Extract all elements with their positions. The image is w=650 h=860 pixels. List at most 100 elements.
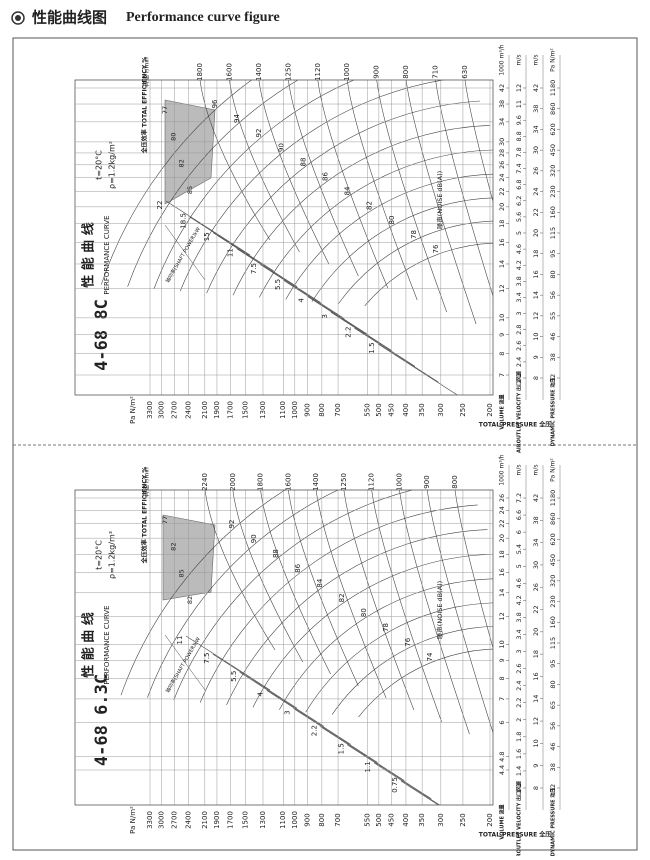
scale-value: 6.2	[515, 196, 523, 206]
pressure-axis-label: TOTAL PRESSURE 全压	[479, 421, 552, 429]
scale-value: 9	[532, 764, 540, 768]
pressure-tick-label: 700	[334, 403, 342, 416]
efficiency-arc	[120, 490, 449, 696]
chart-box	[74, 79, 494, 396]
scale-value: 46	[549, 742, 557, 750]
scale-value: 1180	[549, 80, 557, 97]
scale-value: 26	[532, 583, 540, 591]
scale-value: 230	[549, 595, 557, 607]
power-value: 7.5	[203, 653, 211, 664]
scale-value: 8	[498, 676, 506, 680]
pressure-tick-label: 200	[486, 403, 494, 416]
speed-curve	[435, 80, 493, 337]
scale-value: 4.6	[515, 244, 523, 254]
speed-curve	[343, 490, 415, 711]
bullet-dot	[15, 15, 21, 21]
scale-value: 56	[549, 291, 557, 299]
efficiency-value: 78	[382, 623, 390, 632]
power-line	[377, 343, 463, 395]
efficiency-arc	[311, 197, 493, 302]
noise-label: 噪声(NOISE dB(A))	[435, 581, 444, 639]
bullet-icon	[11, 11, 25, 25]
model-name: 4-68 8C	[92, 299, 112, 371]
power-line	[347, 744, 432, 800]
pressure-tick-label: 400	[402, 403, 410, 416]
scale-value: 7	[498, 697, 506, 701]
power-line	[307, 296, 392, 351]
scale-value: 1.4	[515, 766, 523, 776]
scale-name: VOLUME 流量	[499, 804, 506, 839]
pressure-tick-label: 450	[388, 403, 396, 416]
scale-value: 3.4	[515, 629, 523, 639]
efficiency-value: 86	[322, 172, 330, 181]
speed-curve	[204, 490, 276, 651]
scale-value: 30	[532, 146, 540, 154]
pressure-tick-label: 900	[304, 403, 312, 416]
high-efficiency-zone	[162, 514, 216, 601]
scale-value: 1.8	[515, 732, 523, 742]
scale-unit: m/s	[533, 465, 540, 476]
power-line	[266, 690, 351, 745]
scale-name: AIROUTLET VELOCITY 出口风速	[516, 371, 523, 453]
model-name: 4-68 6.3C	[92, 674, 112, 766]
efficiency-label: 全压效率 TOTAL EFFICIENCY %	[141, 57, 149, 155]
scale-value: 42	[532, 84, 540, 92]
pressure-tick-label: 1900	[213, 401, 221, 419]
scale-value: 18	[532, 650, 540, 658]
scale-value: 14	[498, 589, 506, 597]
speed-value: 2000	[229, 473, 237, 491]
pressure-tick-label: 250	[459, 403, 467, 416]
shaded-efficiency-value: 80	[169, 133, 177, 141]
speed-curve	[199, 80, 271, 241]
scale-value: 14	[532, 695, 540, 703]
speed-curve	[288, 80, 359, 277]
efficiency-value: 78	[410, 230, 418, 239]
speed-label: 转速 r/min	[143, 57, 151, 87]
pressure-axis-label: TOTAL PRESSURE 全压	[479, 831, 552, 839]
scale-value: 160	[549, 616, 557, 628]
efficiency-value: 82	[338, 593, 346, 602]
scale-value: 7.8	[515, 147, 523, 157]
power-line	[320, 726, 405, 781]
scale-unit: m/s	[516, 465, 523, 476]
scale-value: 30	[532, 561, 540, 569]
pressure-tick-label: 1100	[279, 401, 287, 419]
speed-curve	[260, 490, 331, 675]
scale-value: 5.4	[515, 544, 523, 554]
power-line	[185, 635, 271, 691]
scale-value: 26	[532, 167, 540, 175]
scale-value: 16	[498, 238, 506, 246]
power-value: 3	[321, 314, 329, 318]
efficiency-value: 84	[316, 578, 324, 587]
scale-value: 1.6	[515, 749, 523, 759]
scale-value: 26	[498, 161, 506, 169]
scale-value: 2.4	[515, 680, 523, 690]
efficiency-arc	[226, 529, 488, 706]
pressure-tick-label: 350	[418, 813, 426, 826]
efficiency-arc	[364, 242, 493, 307]
scale-value: 1180	[549, 490, 557, 507]
speed-curve	[315, 490, 387, 699]
pressure-tick-label: 2700	[170, 401, 178, 419]
efficiency-arc	[199, 504, 478, 703]
efficiency-value: 80	[388, 216, 396, 225]
speed-value: 1120	[314, 63, 322, 81]
scale-value: 8	[532, 376, 540, 380]
pressure-tick-label: 2400	[185, 811, 193, 829]
efficiency-arc	[206, 100, 481, 294]
power-value: 1.1	[364, 761, 372, 772]
scale-value: 38	[532, 516, 540, 524]
scale-value: 5	[515, 564, 523, 568]
efficiency-value: 86	[294, 563, 302, 572]
performance-panel: 4-68 6.3C性 能 曲 线 PERFORMANCE CURVE t=20°C ρ…	[74, 454, 561, 860]
scale-value: 34	[498, 118, 506, 126]
scale-value: 2.2	[515, 373, 523, 383]
scale-value: 860	[549, 513, 557, 525]
efficiency-arc	[232, 125, 491, 296]
scale-value: 16	[532, 270, 540, 278]
efficiency-arc	[285, 173, 493, 300]
scale-value: 24	[498, 173, 506, 181]
